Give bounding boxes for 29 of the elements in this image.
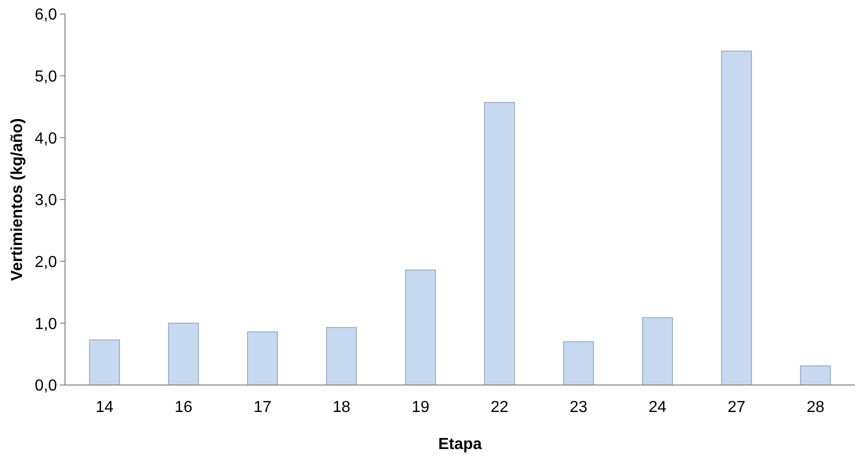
x-tick-label: 19 <box>412 399 430 416</box>
y-tick-label: 5,0 <box>34 68 58 86</box>
x-tick-label: 17 <box>254 399 272 416</box>
x-tick-label: 16 <box>174 399 192 416</box>
bar <box>721 50 752 386</box>
y-axis-title: Vertimientos (kg/año) <box>9 118 26 281</box>
x-tick-label: 27 <box>728 399 746 416</box>
x-tick-label: 28 <box>806 399 824 416</box>
bar <box>800 365 831 386</box>
y-tick-label: 0,0 <box>34 378 58 395</box>
bar <box>563 341 594 386</box>
x-tick-label: 24 <box>648 399 666 416</box>
bar <box>326 327 357 386</box>
y-tick-label: 2,0 <box>34 254 58 271</box>
x-tick-label: 23 <box>570 399 588 416</box>
bar <box>484 102 515 386</box>
bar <box>168 322 199 386</box>
x-tick-label: 18 <box>332 399 350 416</box>
bar <box>642 317 673 386</box>
x-axis-title: Etapa <box>438 436 482 453</box>
bar <box>89 339 120 386</box>
bar <box>405 270 436 386</box>
y-tick-label: 4,0 <box>34 130 58 148</box>
x-tick-label: 14 <box>96 399 114 416</box>
x-tick-label: 22 <box>490 399 508 416</box>
y-tick-label: 3,0 <box>34 192 58 210</box>
y-tick-label: 6,0 <box>34 6 58 24</box>
bar <box>247 331 278 386</box>
y-tick-label: 1,0 <box>34 316 58 333</box>
